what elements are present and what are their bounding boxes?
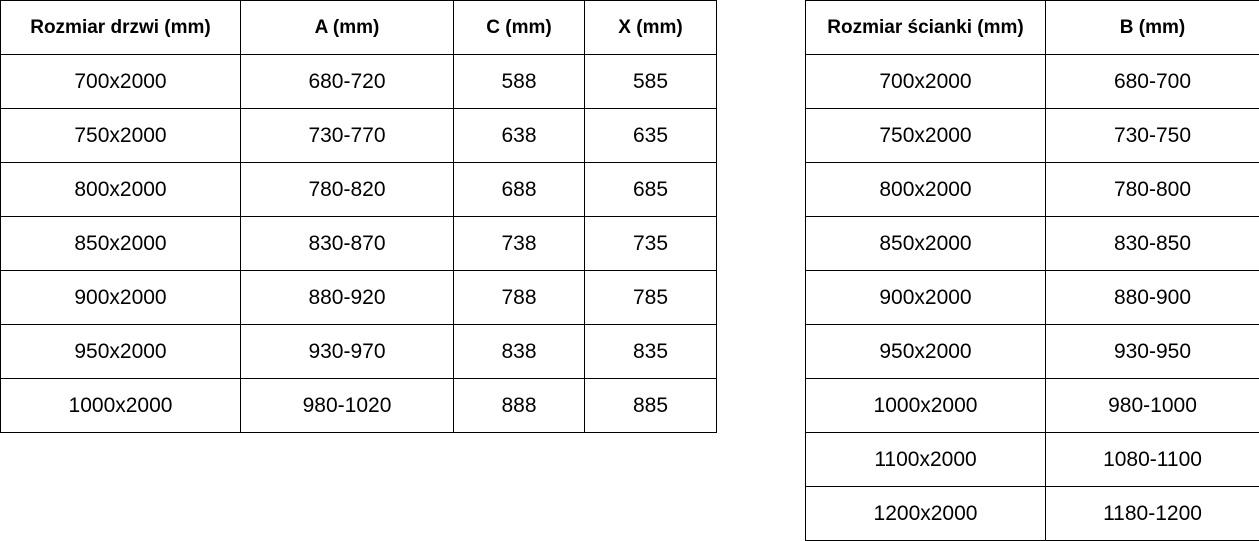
table-cell: 980-1000 <box>1045 378 1259 433</box>
table-row: 800x2000 780-820 688 685 <box>0 162 717 217</box>
table-row: 700x2000 680-720 588 585 <box>0 54 717 109</box>
table-cell: 838 <box>453 324 585 379</box>
table-cell: 685 <box>584 162 717 217</box>
table-cell: 700x2000 <box>0 54 241 109</box>
table-cell: 950x2000 <box>805 324 1046 379</box>
header-row: Rozmiar drzwi (mm) A (mm) C (mm) X (mm) <box>0 0 717 55</box>
table-cell: 638 <box>453 108 585 163</box>
table-cell: 930-950 <box>1045 324 1259 379</box>
table-cell: 688 <box>453 162 585 217</box>
table-cell: 830-850 <box>1045 216 1259 271</box>
table-cell: 900x2000 <box>0 270 241 325</box>
table-cell: 1080-1100 <box>1045 432 1259 487</box>
table-cell: 680-700 <box>1045 54 1259 109</box>
table-cell: 1000x2000 <box>805 378 1046 433</box>
table-cell: 730-770 <box>240 108 454 163</box>
table-cell: 780-820 <box>240 162 454 217</box>
column-header: B (mm) <box>1045 0 1259 55</box>
table-cell: 700x2000 <box>805 54 1046 109</box>
table-cell: 980-1020 <box>240 378 454 433</box>
table-cell: 730-750 <box>1045 108 1259 163</box>
table-row: 950x2000 930-950 <box>805 324 1259 379</box>
table-cell: 780-800 <box>1045 162 1259 217</box>
table-cell: 850x2000 <box>0 216 241 271</box>
table-cell: 738 <box>453 216 585 271</box>
table-row: 750x2000 730-770 638 635 <box>0 108 717 163</box>
table-cell: 1000x2000 <box>0 378 241 433</box>
table-row: 1000x2000 980-1000 <box>805 378 1259 433</box>
table-row: 1100x2000 1080-1100 <box>805 432 1259 487</box>
table-cell: 1180-1200 <box>1045 486 1259 541</box>
table-row: 750x2000 730-750 <box>805 108 1259 163</box>
table-row: 850x2000 830-870 738 735 <box>0 216 717 271</box>
table-cell: 950x2000 <box>0 324 241 379</box>
table-row: 800x2000 780-800 <box>805 162 1259 217</box>
table-cell: 1100x2000 <box>805 432 1046 487</box>
table-cell: 735 <box>584 216 717 271</box>
table-cell: 930-970 <box>240 324 454 379</box>
table-row: 850x2000 830-850 <box>805 216 1259 271</box>
column-header: Rozmiar ścianki (mm) <box>805 0 1046 55</box>
table-cell: 850x2000 <box>805 216 1046 271</box>
table-cell: 835 <box>584 324 717 379</box>
door-size-table: Rozmiar drzwi (mm) A (mm) C (mm) X (mm) 700… <box>0 0 717 433</box>
wall-size-table: Rozmiar ścianki (mm) B (mm) 700x2000 680-7… <box>805 0 1259 541</box>
table-cell: 880-900 <box>1045 270 1259 325</box>
column-header: Rozmiar drzwi (mm) <box>0 0 241 55</box>
table-cell: 588 <box>453 54 585 109</box>
table-cell: 785 <box>584 270 717 325</box>
table-cell: 750x2000 <box>0 108 241 163</box>
table-cell: 635 <box>584 108 717 163</box>
table-cell: 830-870 <box>240 216 454 271</box>
table-row: 700x2000 680-700 <box>805 54 1259 109</box>
table-cell: 900x2000 <box>805 270 1046 325</box>
table-cell: 788 <box>453 270 585 325</box>
table-row: 900x2000 880-900 <box>805 270 1259 325</box>
table-cell: 800x2000 <box>805 162 1046 217</box>
table-cell: 585 <box>584 54 717 109</box>
table-cell: 800x2000 <box>0 162 241 217</box>
header-row: Rozmiar ścianki (mm) B (mm) <box>805 0 1259 55</box>
table-row: 900x2000 880-920 788 785 <box>0 270 717 325</box>
column-header: X (mm) <box>584 0 717 55</box>
table-cell: 885 <box>584 378 717 433</box>
table-cell: 880-920 <box>240 270 454 325</box>
table-cell: 888 <box>453 378 585 433</box>
table-row: 950x2000 930-970 838 835 <box>0 324 717 379</box>
table-cell: 680-720 <box>240 54 454 109</box>
table-row: 1000x2000 980-1020 888 885 <box>0 378 717 433</box>
table-cell: 1200x2000 <box>805 486 1046 541</box>
column-header: A (mm) <box>240 0 454 55</box>
table-row: 1200x2000 1180-1200 <box>805 486 1259 541</box>
table-cell: 750x2000 <box>805 108 1046 163</box>
column-header: C (mm) <box>453 0 585 55</box>
